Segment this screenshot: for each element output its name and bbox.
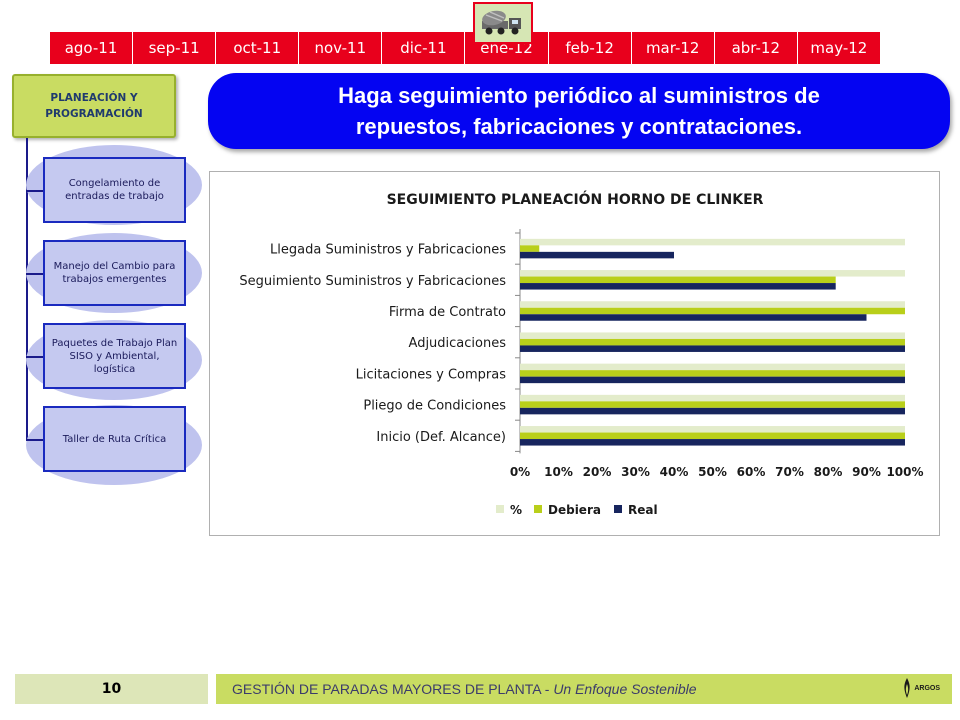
month-cell: dic-11 bbox=[382, 32, 466, 64]
page-number: 10 bbox=[15, 674, 208, 704]
step-work-packages: Paquetes de Trabajo Plan SISO y Ambienta… bbox=[43, 323, 186, 389]
x-tick-label: 70% bbox=[775, 465, 804, 479]
step-critical-path-workshop: Taller de Ruta Crítica bbox=[43, 406, 186, 472]
category-label: Adjudicaciones bbox=[409, 336, 507, 351]
x-tick-label: 90% bbox=[852, 465, 881, 479]
category-label: Licitaciones y Compras bbox=[356, 367, 507, 382]
x-tick-label: 20% bbox=[583, 465, 612, 479]
bar-0-2 bbox=[520, 301, 905, 308]
legend-swatch-1 bbox=[534, 505, 542, 513]
bar-0-0 bbox=[520, 238, 905, 246]
legend-label-2: Real bbox=[628, 503, 658, 517]
footer-divider bbox=[216, 674, 222, 704]
x-tick-label: 30% bbox=[621, 465, 650, 479]
x-tick-label: 40% bbox=[660, 465, 689, 479]
bar-2-4 bbox=[520, 376, 905, 384]
bar-0-1 bbox=[520, 270, 905, 277]
process-connector-line bbox=[26, 138, 28, 440]
planning-heading: PLANEACIÓN Y PROGRAMACIÓN bbox=[12, 74, 176, 138]
x-tick-label: 10% bbox=[544, 465, 573, 479]
step-change-management: Manejo del Cambio para trabajos emergent… bbox=[43, 240, 186, 306]
bar-1-5 bbox=[520, 401, 905, 408]
bar-2-6 bbox=[520, 439, 905, 446]
month-cell: ago-11 bbox=[50, 32, 134, 64]
x-tick-label: 50% bbox=[698, 465, 727, 479]
bar-1-3 bbox=[520, 338, 905, 346]
month-cell: feb-12 bbox=[548, 32, 632, 64]
step-connector bbox=[26, 356, 44, 358]
bar-0-5 bbox=[520, 394, 905, 402]
concrete-truck-icon bbox=[482, 10, 521, 35]
chart-title: SEGUIMIENTO PLANEACIÓN HORNO DE CLINKER bbox=[387, 190, 764, 208]
category-label: Llegada Suministros y Fabricaciones bbox=[270, 243, 506, 258]
x-tick-label: 0% bbox=[510, 465, 530, 479]
category-label: Seguimiento Suministros y Fabricaciones bbox=[239, 274, 506, 289]
bar-2-5 bbox=[520, 407, 905, 415]
headline-line-2: repuestos, fabricaciones y contratacione… bbox=[355, 114, 803, 139]
current-month-marker bbox=[473, 2, 533, 44]
bar-0-6 bbox=[520, 426, 905, 433]
planning-chart: SEGUIMIENTO PLANEACIÓN HORNO DE CLINKER L… bbox=[209, 171, 940, 536]
x-tick-label: 60% bbox=[737, 465, 766, 479]
category-label: Firma de Contrato bbox=[389, 305, 506, 320]
bar-1-1 bbox=[520, 276, 836, 284]
argos-flame-icon bbox=[904, 678, 910, 698]
bar-1-2 bbox=[520, 307, 905, 315]
legend-label-1: Debiera bbox=[548, 503, 601, 517]
step-freeze-work-intake: Congelamiento de entradas de trabajo bbox=[43, 157, 186, 223]
footer-bar: GESTIÓN DE PARADAS MAYORES DE PLANTA - U… bbox=[222, 674, 952, 704]
headline-banner: Haga seguimiento periódico al suministro… bbox=[208, 73, 950, 149]
bar-1-0 bbox=[520, 245, 540, 252]
footer-divider bbox=[208, 674, 216, 704]
step-connector bbox=[26, 439, 44, 441]
footer-title-separator: - bbox=[540, 681, 554, 697]
bar-2-1 bbox=[520, 283, 836, 290]
bar-2-2 bbox=[520, 314, 867, 321]
step-connector bbox=[26, 190, 44, 192]
legend-swatch-0 bbox=[496, 505, 504, 513]
bar-0-4 bbox=[520, 363, 905, 371]
headline-line-1: Haga seguimiento periódico al suministro… bbox=[338, 83, 820, 108]
footer-title: GESTIÓN DE PARADAS MAYORES DE PLANTA - U… bbox=[232, 681, 697, 697]
chart-svg: SEGUIMIENTO PLANEACIÓN HORNO DE CLINKER L… bbox=[239, 190, 923, 517]
month-cell: sep-11 bbox=[133, 32, 217, 64]
step-connector bbox=[26, 273, 44, 275]
month-cell: nov-11 bbox=[299, 32, 383, 64]
category-label: Pliego de Condiciones bbox=[363, 399, 506, 414]
month-cell: mar-12 bbox=[631, 32, 715, 64]
x-tick-label: 80% bbox=[814, 465, 843, 479]
argos-logo: ARGOS bbox=[902, 678, 940, 698]
legend-label-0: % bbox=[510, 503, 522, 517]
month-cell: abr-12 bbox=[714, 32, 798, 64]
bar-2-3 bbox=[520, 345, 905, 352]
bar-2-0 bbox=[520, 251, 674, 259]
bar-1-4 bbox=[520, 370, 905, 377]
footer-title-main: GESTIÓN DE PARADAS MAYORES DE PLANTA bbox=[232, 681, 541, 697]
argos-logo-text: ARGOS bbox=[914, 684, 940, 692]
bar-1-6 bbox=[520, 432, 905, 440]
month-cell: oct-11 bbox=[216, 32, 300, 64]
x-tick-label: 100% bbox=[886, 465, 923, 479]
month-cell: may-12 bbox=[797, 32, 880, 64]
legend-swatch-2 bbox=[614, 505, 622, 513]
month-timeline: ago-11 sep-11 oct-11 nov-11 dic-11 ene-1… bbox=[50, 32, 880, 64]
footer-title-sub: Un Enfoque Sostenible bbox=[553, 681, 697, 697]
category-label: Inicio (Def. Alcance) bbox=[376, 430, 506, 445]
bar-0-3 bbox=[520, 332, 905, 339]
